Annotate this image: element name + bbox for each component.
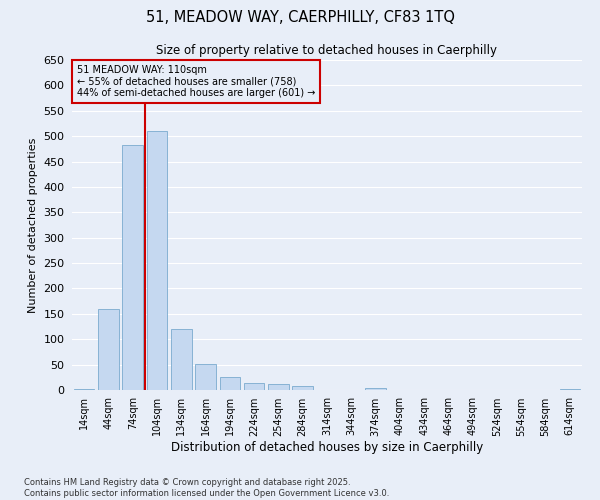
Bar	[220, 378, 240, 390]
Bar	[292, 386, 313, 390]
Text: Contains HM Land Registry data © Crown copyright and database right 2025.
Contai: Contains HM Land Registry data © Crown c…	[24, 478, 389, 498]
Bar	[560, 389, 580, 390]
Y-axis label: Number of detached properties: Number of detached properties	[28, 138, 38, 312]
Bar	[195, 364, 216, 390]
Bar	[244, 383, 265, 390]
Text: 51, MEADOW WAY, CAERPHILLY, CF83 1TQ: 51, MEADOW WAY, CAERPHILLY, CF83 1TQ	[146, 10, 455, 25]
Bar	[171, 329, 191, 390]
Title: Size of property relative to detached houses in Caerphilly: Size of property relative to detached ho…	[157, 44, 497, 58]
Text: 51 MEADOW WAY: 110sqm
← 55% of detached houses are smaller (758)
44% of semi-det: 51 MEADOW WAY: 110sqm ← 55% of detached …	[77, 65, 316, 98]
Bar	[365, 388, 386, 390]
Bar	[98, 309, 119, 390]
Bar	[268, 384, 289, 390]
X-axis label: Distribution of detached houses by size in Caerphilly: Distribution of detached houses by size …	[171, 441, 483, 454]
Bar	[74, 389, 94, 390]
Bar	[146, 131, 167, 390]
Bar	[122, 145, 143, 390]
